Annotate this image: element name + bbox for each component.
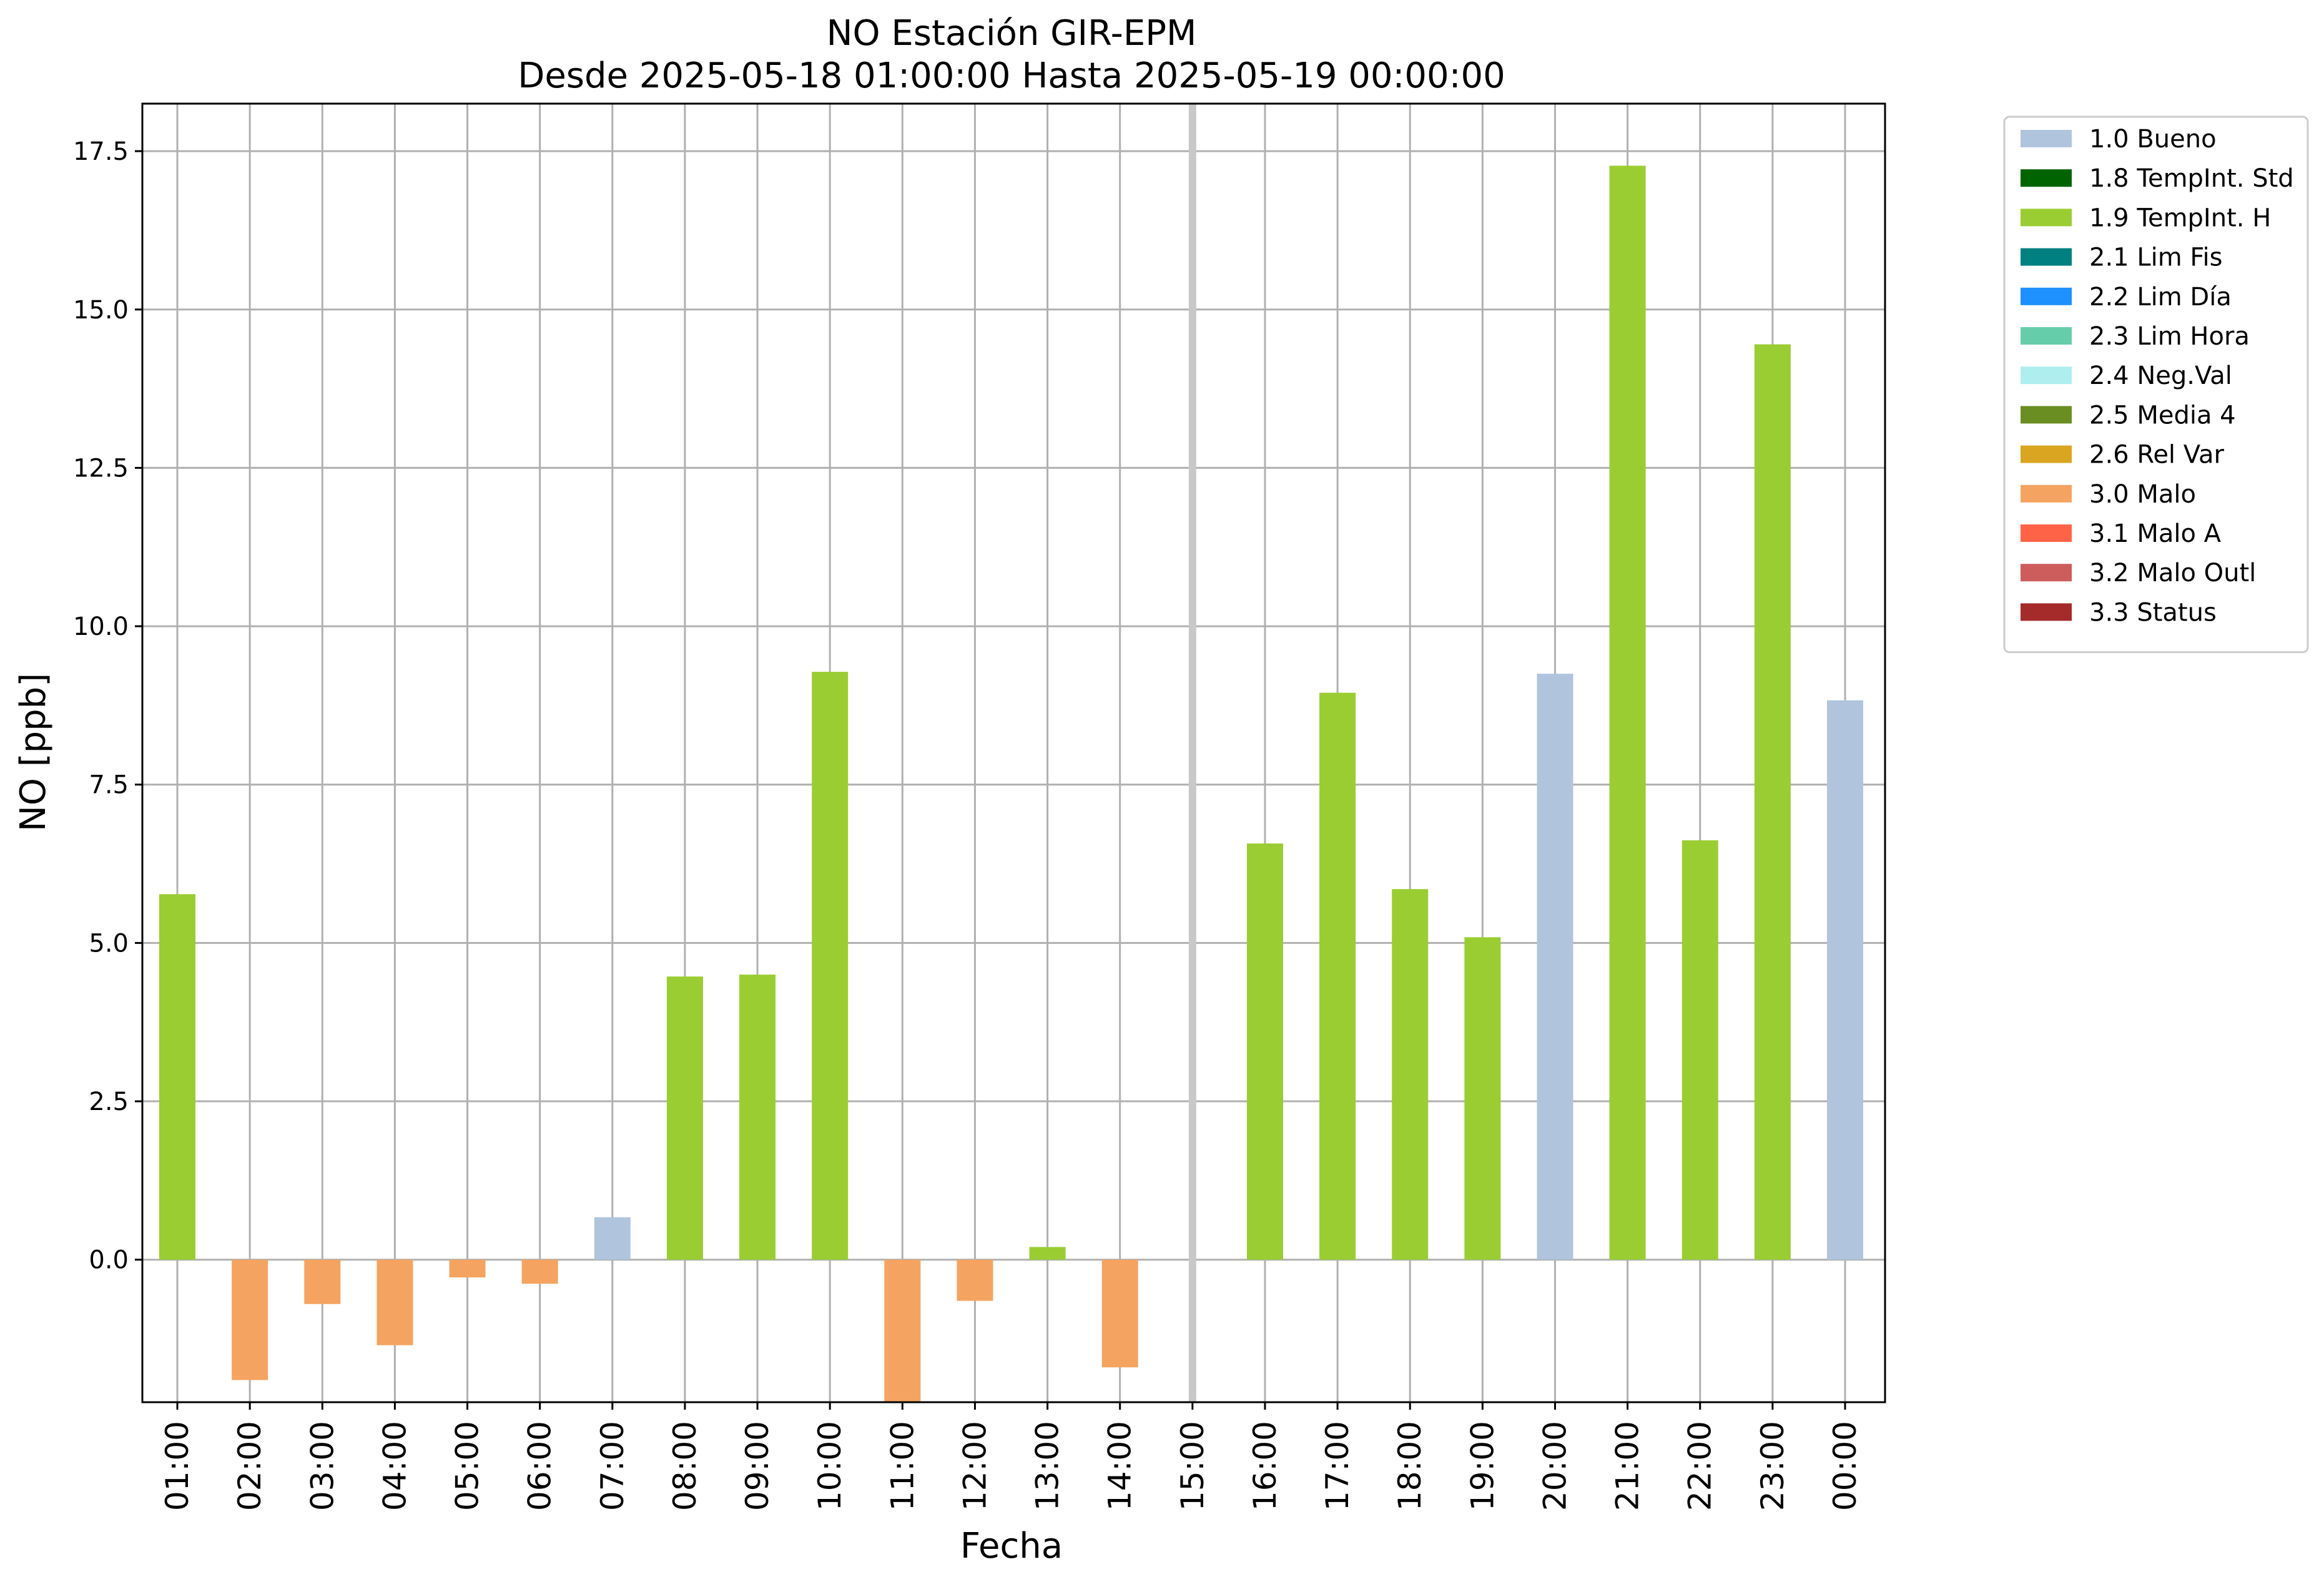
legend-entry: 3.1 Malo A [2089,519,2222,548]
legend-entry: 2.5 Media 4 [2089,401,2236,430]
chart-subtitle: Desde 2025-05-18 01:00:00 Hasta 2025-05-… [518,56,1505,96]
y-tick-label: 2.5 [89,1088,129,1116]
bar-11:00 [884,1259,921,1402]
bar-17:00 [1319,692,1356,1260]
legend-entry: 2.4 Neg.Val [2089,361,2232,390]
x-tick-label: 09:00 [739,1421,775,1511]
legend-swatch [2021,287,2072,305]
legend-swatch [2021,366,2072,385]
missing-data-band [1188,104,1196,1402]
bar-08:00 [666,976,703,1260]
bar-02:00 [232,1259,268,1380]
x-axis-label: Fecha [960,1526,1063,1566]
y-tick-label: 17.5 [73,137,129,166]
legend-swatch [2021,564,2072,582]
x-tick-label: 21:00 [1610,1421,1646,1511]
y-tick-label: 5.0 [89,929,129,958]
legend-swatch [2021,209,2072,227]
legend-entry: 2.2 Lim Día [2089,283,2232,312]
x-tick-label: 22:00 [1682,1421,1718,1511]
y-tick-label: 15.0 [73,296,129,325]
chart-title: NO Estación GIR-EPM [827,13,1197,54]
y-tick-label: 10.0 [73,612,129,641]
x-axis: 01:00 02:00 03:00 04:00 05:00 06:00 07:00 08:00… [159,1402,1863,1511]
bar-09:00 [739,975,776,1260]
legend-swatch [2021,445,2072,463]
bar-21:00 [1609,165,1646,1260]
legend: 1.0 Bueno 1.8 TempInt. Std 1.9 TempInt. H 2… [2003,115,2309,654]
bar-01:00 [159,894,195,1260]
legend-entry: 1.0 Bueno [2089,125,2217,154]
y-tick-label: 7.5 [89,771,129,800]
legend-box [2003,115,2309,654]
bar-07:00 [594,1217,631,1260]
bar-05:00 [449,1259,486,1278]
bar-18:00 [1392,889,1429,1260]
bar-16:00 [1246,843,1283,1260]
bar-22:00 [1681,840,1718,1260]
bar-00:00 [1827,700,1863,1260]
bar-10:00 [812,672,849,1260]
bar-06:00 [521,1259,558,1284]
legend-entry: 2.3 Lim Hora [2089,322,2250,351]
bar-12:00 [957,1259,993,1301]
legend-entry: 3.2 Malo Outl [2089,559,2256,587]
legend-swatch [2021,603,2072,621]
x-tick-label: 17:00 [1319,1421,1356,1511]
legend-swatch [2021,406,2072,424]
bars [159,165,1863,1402]
legend-entry: 1.8 TempInt. Std [2089,164,2294,193]
x-tick-label: 04:00 [377,1421,413,1511]
x-tick-label: 08:00 [667,1421,703,1511]
x-tick-label: 06:00 [522,1421,558,1511]
x-tick-label: 05:00 [450,1421,486,1511]
x-tick-label: 14:00 [1102,1421,1138,1511]
legend-swatch [2021,248,2072,266]
y-axis: 0.0 2.5 5.0 7.5 10.0 12.5 15.0 17.5 [73,137,142,1275]
legend-entry: 2.6 Rel Var [2089,441,2225,469]
legend-swatch [2021,327,2072,345]
y-tick-label: 12.5 [73,454,129,483]
x-tick-label: 15:00 [1174,1421,1211,1511]
legend-entry: 2.1 Lim Fis [2089,243,2222,272]
x-tick-label: 02:00 [232,1421,268,1511]
bar-19:00 [1464,937,1501,1260]
legend-swatch [2021,169,2072,187]
x-tick-label: 07:00 [594,1421,631,1511]
y-axis-label: NO [ppb] [13,673,54,832]
x-tick-label: 00:00 [1827,1421,1863,1511]
legend-entry: 3.0 Malo [2089,480,2196,509]
x-tick-label: 20:00 [1537,1421,1573,1511]
bar-14:00 [1101,1259,1138,1368]
x-tick-label: 11:00 [884,1421,920,1511]
x-tick-label: 12:00 [957,1421,993,1511]
bar-03:00 [304,1259,341,1304]
legend-entry: 3.3 Status [2089,598,2217,627]
legend-swatch [2021,524,2072,542]
y-tick-label: 0.0 [89,1246,129,1275]
legend-entry: 1.9 TempInt. H [2089,204,2271,232]
x-tick-label: 13:00 [1030,1421,1066,1511]
x-tick-label: 19:00 [1464,1421,1500,1511]
missing-data-marker [1188,104,1196,1402]
bar-20:00 [1537,674,1573,1260]
legend-swatch [2021,484,2072,503]
legend-swatch [2021,130,2072,147]
plot-frame [141,102,1886,1403]
x-tick-label: 18:00 [1392,1421,1428,1511]
bar-13:00 [1029,1247,1066,1260]
x-tick-label: 16:00 [1247,1421,1283,1511]
bar-04:00 [377,1259,413,1345]
x-tick-label: 03:00 [304,1421,340,1511]
x-tick-label: 23:00 [1755,1421,1791,1511]
x-tick-label: 01:00 [159,1421,195,1511]
bar-23:00 [1754,344,1791,1260]
x-tick-label: 10:00 [812,1421,848,1511]
